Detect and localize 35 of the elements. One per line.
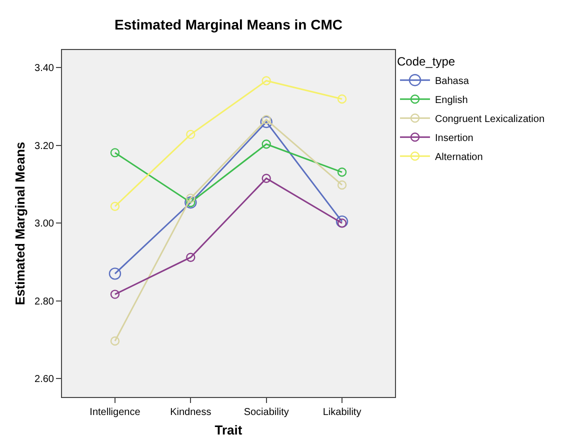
y-axis-title: Estimated Marginal Means	[12, 142, 28, 306]
point	[110, 290, 120, 299]
legend-label: Congruent Lexicalization	[435, 114, 545, 125]
x-tick-label: Kindness	[170, 407, 212, 418]
point	[336, 215, 348, 228]
y-tick-label: 2.60	[34, 374, 54, 386]
point	[262, 140, 271, 149]
point	[110, 202, 120, 211]
y-tick-label: 3.40	[34, 63, 54, 74]
point	[337, 218, 347, 228]
y-tick-label: 2.80	[34, 296, 54, 308]
x-axis-title: Trait	[214, 422, 243, 438]
point	[337, 180, 347, 190]
point	[186, 130, 196, 140]
point	[337, 94, 347, 104]
point	[186, 252, 196, 262]
point	[108, 268, 122, 280]
point	[110, 148, 120, 158]
point	[262, 115, 271, 124]
y-tick-label: 3.00	[34, 218, 54, 230]
point	[337, 168, 347, 177]
legend-label: Insertion	[435, 133, 474, 144]
legend-title: Code_type	[397, 54, 456, 69]
point	[262, 76, 271, 86]
point	[110, 336, 120, 346]
x-tick-label: Likability	[322, 407, 362, 418]
x-tick-label: Intelligence	[90, 407, 141, 418]
x-tick-label: Sociability	[244, 407, 289, 418]
legend-label: Alternation	[435, 152, 483, 163]
point	[262, 174, 271, 183]
y-tick-label: 3.20	[34, 140, 54, 152]
chart-title: Estimated Marginal Means in CMC	[114, 16, 342, 32]
legend-label: English	[435, 95, 468, 106]
legend-label: Bahasa	[435, 76, 470, 87]
point	[260, 116, 272, 128]
